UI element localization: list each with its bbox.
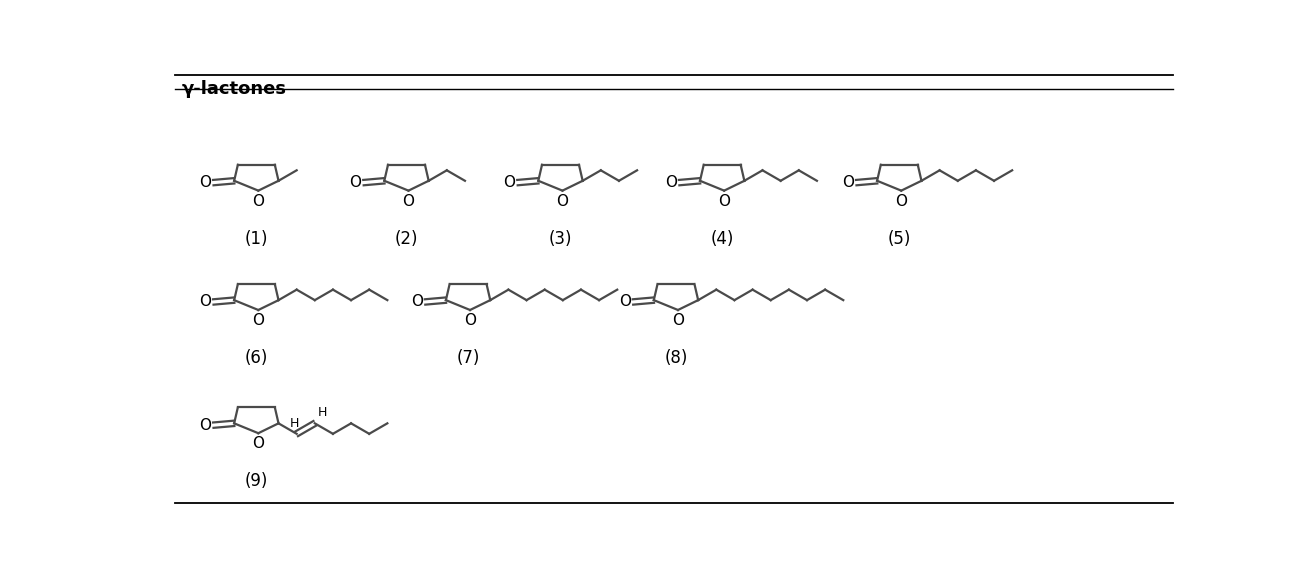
- Text: O: O: [253, 313, 265, 328]
- Text: (9): (9): [245, 472, 268, 490]
- Text: O: O: [199, 295, 211, 309]
- Text: O: O: [253, 194, 265, 209]
- Text: O: O: [842, 175, 854, 190]
- Text: O: O: [557, 194, 569, 209]
- Text: O: O: [895, 194, 907, 209]
- Text: O: O: [719, 194, 730, 209]
- Text: (3): (3): [549, 230, 572, 248]
- Text: O: O: [665, 175, 676, 190]
- Text: (1): (1): [245, 230, 268, 248]
- Text: O: O: [411, 295, 422, 309]
- Text: (6): (6): [245, 349, 268, 367]
- Text: (4): (4): [711, 230, 734, 248]
- Text: H: H: [317, 406, 328, 419]
- Text: O: O: [619, 295, 630, 309]
- Text: O: O: [253, 436, 265, 451]
- Text: O: O: [199, 175, 211, 190]
- Text: O: O: [199, 417, 211, 433]
- Text: (2): (2): [395, 230, 418, 248]
- Text: (5): (5): [887, 230, 911, 248]
- Text: O: O: [403, 194, 415, 209]
- Text: (8): (8): [665, 349, 688, 367]
- Text: H: H: [290, 416, 299, 429]
- Text: (7): (7): [457, 349, 480, 367]
- Text: O: O: [672, 313, 684, 328]
- Text: O: O: [349, 175, 361, 190]
- Text: O: O: [503, 175, 515, 190]
- Text: γ-lactones: γ-lactones: [182, 80, 287, 98]
- Text: O: O: [465, 313, 476, 328]
